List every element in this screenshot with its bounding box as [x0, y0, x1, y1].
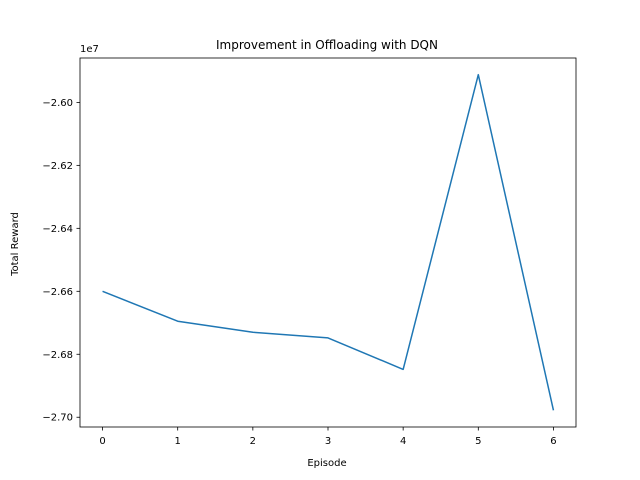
y-tick-label-1: −2.68 — [42, 350, 73, 361]
x-tick-label-5: 5 — [475, 436, 481, 447]
x-tick-label-2: 2 — [250, 436, 256, 447]
chart-title: Improvement in Offloading with DQN — [216, 38, 438, 52]
y-axis-label: Total Reward — [10, 212, 21, 277]
x-axis-label: Episode — [307, 458, 346, 469]
x-tick-label-4: 4 — [400, 436, 406, 447]
y-tick-label-0: −2.70 — [42, 413, 73, 424]
x-tick-label-0: 0 — [99, 436, 105, 447]
y-tick-label-4: −2.62 — [42, 161, 73, 172]
series-line-0 — [102, 73, 555, 411]
y-tick-label-5: −2.60 — [42, 98, 73, 109]
x-tick-label-6: 6 — [550, 436, 556, 447]
y-tick-label-3: −2.64 — [42, 224, 73, 235]
plot-area: 0 1 2 3 4 5 6 −2.70 −2.68 −2.66 −2.64 −2.62 −2.60 — [42, 57, 577, 447]
y-tick-label-2: −2.66 — [42, 287, 73, 298]
y-offset-label: 1e7 — [80, 44, 99, 55]
x-tick-label-3: 3 — [325, 436, 331, 447]
x-tick-label-1: 1 — [175, 436, 181, 447]
